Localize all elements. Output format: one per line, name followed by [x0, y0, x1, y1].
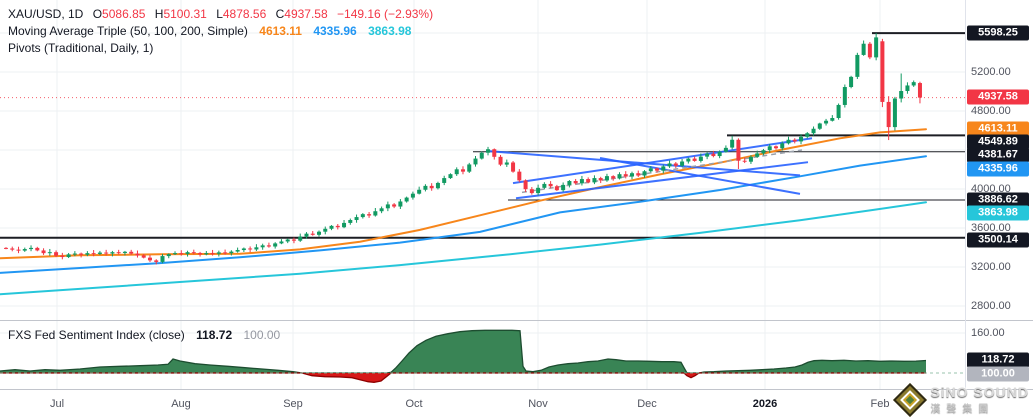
time-axis-label: Aug [171, 398, 191, 410]
price-badge: 3886.62 [967, 192, 1029, 208]
sentiment-legend-row[interactable]: FXS Fed Sentiment Index (close) 118.72 1… [8, 328, 280, 342]
price-badge: 3863.98 [967, 205, 1029, 221]
pivot-lines [0, 32, 965, 239]
sentiment-value: 118.72 [196, 328, 233, 342]
time-axis-label: Sep [283, 398, 303, 410]
high-value: 5100.31 [163, 7, 207, 21]
price-tick-label: 3200.00 [971, 261, 1011, 273]
candlestick-series [4, 33, 922, 265]
price-badge: 4381.67 [967, 147, 1029, 163]
close-value: 4937.58 [284, 7, 328, 21]
ma50-value: 4613.11 [259, 24, 302, 38]
price-badge: 100.00 [967, 366, 1029, 382]
change-value: −149.16 (−2.93%) [337, 7, 434, 21]
ma-indicator-label: Moving Average Triple (50, 100, 200, Sim… [8, 24, 248, 38]
price-badge: 118.72 [967, 352, 1029, 368]
ma200-value: 3863.98 [368, 24, 412, 38]
trendlines[interactable] [486, 137, 813, 200]
high-label: H [154, 7, 164, 21]
close-label: C [275, 7, 285, 21]
price-badge: 5598.25 [967, 25, 1029, 41]
chart-legend: XAU/USD, 1D O5086.85 H5100.31 L4878.56 C… [8, 6, 433, 57]
time-axis-label: 2026 [752, 398, 778, 410]
open-label: O [92, 7, 103, 21]
time-axis-label: Nov [528, 398, 548, 410]
low-label: L [216, 7, 223, 21]
symbol-legend-row[interactable]: XAU/USD, 1D O5086.85 H5100.31 L4878.56 C… [8, 6, 433, 23]
pivots-indicator-label: Pivots (Traditional, Daily, 1) [8, 41, 154, 55]
time-axis-label: Oct [405, 398, 423, 410]
sino-sound-logo-icon [893, 382, 928, 417]
sentiment-indicator-label: FXS Fed Sentiment Index (close) [8, 328, 185, 342]
price-badge: 4549.89 [967, 134, 1029, 150]
price-badge: 4613.11 [967, 121, 1029, 137]
time-axis-label: Feb [870, 398, 890, 410]
sentiment-baseline-value: 100.00 [243, 328, 281, 342]
price-badge: 4335.96 [967, 161, 1029, 177]
ma-legend-row[interactable]: Moving Average Triple (50, 100, 200, Sim… [8, 23, 433, 40]
ma100-value: 4335.96 [313, 24, 357, 38]
open-value: 5086.85 [102, 7, 146, 21]
price-badge: 4937.58 [967, 89, 1029, 105]
price-tick-label: 4000.00 [971, 183, 1011, 195]
sentiment-indicator [0, 329, 965, 383]
price-tick-label: 3600.00 [971, 222, 1011, 234]
price-tick-label: 4800.00 [971, 105, 1011, 117]
watermark-cjk-text: 漢聲集團 [930, 404, 995, 415]
price-tick-label: 160.00 [971, 327, 1005, 339]
watermark-brand-text: SiNO SOUND [930, 384, 1029, 400]
symbol-title: XAU/USD, 1D [8, 7, 84, 21]
pivots-legend-row[interactable]: Pivots (Traditional, Daily, 1) [8, 40, 433, 57]
price-badge: 3500.14 [967, 232, 1029, 248]
watermark: SiNO SOUND 漢聲集團 [893, 382, 1029, 417]
time-axis-label: Jul [49, 398, 65, 410]
low-value: 4878.56 [222, 7, 267, 21]
time-axis-label: Dec [637, 398, 657, 410]
price-tick-label: 2800.00 [971, 300, 1011, 312]
price-tick-label: 5200.00 [971, 66, 1011, 78]
